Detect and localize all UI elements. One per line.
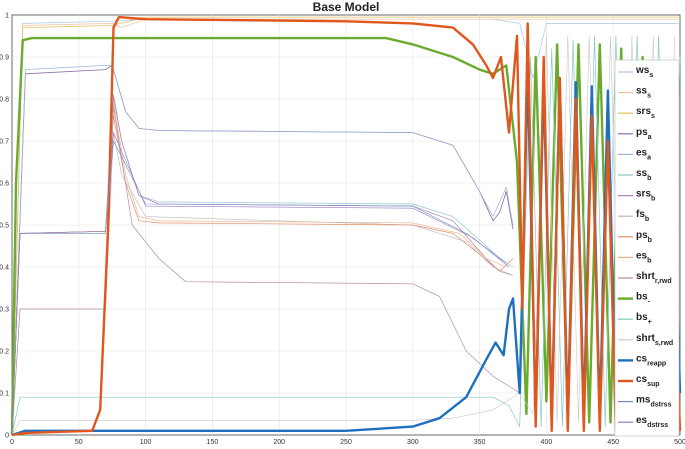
tick-labels: 0 50 100 150 200 250 300 350 400 450 500 0 0.1 0.2 0.3… (0, 13, 685, 447)
series-line-shrt-r,rwd (11, 107, 520, 436)
x-tick-label: 400 (541, 439, 553, 446)
legend-label: esa (636, 147, 651, 161)
series-line-srs-s (11, 16, 680, 436)
legend-label: cssup (636, 374, 660, 388)
legend-label: psb (636, 230, 652, 244)
legend-label: shrts,rwd (636, 333, 673, 347)
legend-label: shrtr,rwd (636, 271, 672, 285)
legend-item: srss (618, 106, 655, 120)
x-tick-label: 350 (474, 439, 486, 446)
y-tick-label: 0.1 (0, 391, 9, 398)
y-tick-label: 0.2 (0, 349, 9, 356)
x-tick-label: 50 (75, 439, 83, 446)
legend-item: sss (618, 86, 651, 100)
legend-item: msdstrss (618, 395, 672, 409)
x-tick-label: 100 (140, 439, 152, 446)
legend-item: shrts,rwd (618, 333, 673, 347)
legend-item: psb (618, 230, 652, 244)
y-tick-label: 1 (5, 13, 9, 20)
series-layer (10, 15, 682, 437)
chart-title: Base Model (313, 0, 380, 14)
legend-label: bs+ (636, 312, 652, 326)
legend-label: wss (635, 65, 653, 79)
legend-item: csreapp (618, 353, 666, 367)
legend-label: csreapp (636, 353, 666, 367)
legend-item: esa (618, 147, 651, 161)
legend-label: esdstrss (636, 415, 668, 429)
x-tick-label: 500 (674, 439, 685, 446)
x-tick-label: 200 (273, 439, 285, 446)
x-tick-label: 150 (207, 439, 219, 446)
legend-label: fsb (636, 209, 649, 223)
legend-label: msdstrss (636, 395, 672, 409)
series-line-es-dstrss (11, 132, 510, 436)
legend-item: shrtr,rwd (618, 271, 672, 285)
y-tick-label: 0.8 (0, 97, 9, 104)
legend-label: bs- (636, 292, 651, 306)
legend-item: ssb (618, 168, 651, 182)
series-line-ms-dstrss (11, 140, 507, 436)
legend-item: cssup (618, 374, 660, 388)
legend-box (614, 59, 680, 437)
x-tick-label: 0 (10, 439, 14, 446)
x-tick-label: 450 (607, 439, 619, 446)
legend-label: srss (636, 106, 655, 120)
legend-item: esb (618, 250, 651, 264)
y-tick-label: 0.4 (0, 265, 9, 272)
legend: wss sss srss psa esa ssb srsb fsb psb esb shrtr,rw… (614, 59, 680, 437)
legend-item: esdstrss (618, 415, 668, 429)
series-line-es-a (11, 65, 514, 436)
x-tick-label: 300 (407, 439, 419, 446)
legend-item: wss (618, 65, 653, 79)
y-tick-label: 0 (5, 433, 9, 440)
legend-item: fsb (618, 209, 649, 223)
legend-item: srsb (618, 189, 655, 203)
legend-label: esb (636, 250, 651, 264)
y-tick-label: 0.3 (0, 307, 9, 314)
legend-item: bs+ (618, 312, 652, 326)
y-tick-label: 0.7 (0, 139, 9, 146)
x-tick-label: 250 (340, 439, 352, 446)
legend-label: sss (636, 86, 651, 100)
y-tick-label: 0.9 (0, 55, 9, 62)
y-tick-label: 0.5 (0, 223, 9, 230)
legend-label: psa (636, 127, 652, 141)
legend-item: psa (618, 127, 652, 141)
legend-label: srsb (636, 189, 655, 203)
y-tick-label: 0.6 (0, 181, 9, 188)
legend-label: ssb (636, 168, 651, 182)
grid (12, 15, 680, 435)
legend-item: bs- (618, 292, 651, 306)
